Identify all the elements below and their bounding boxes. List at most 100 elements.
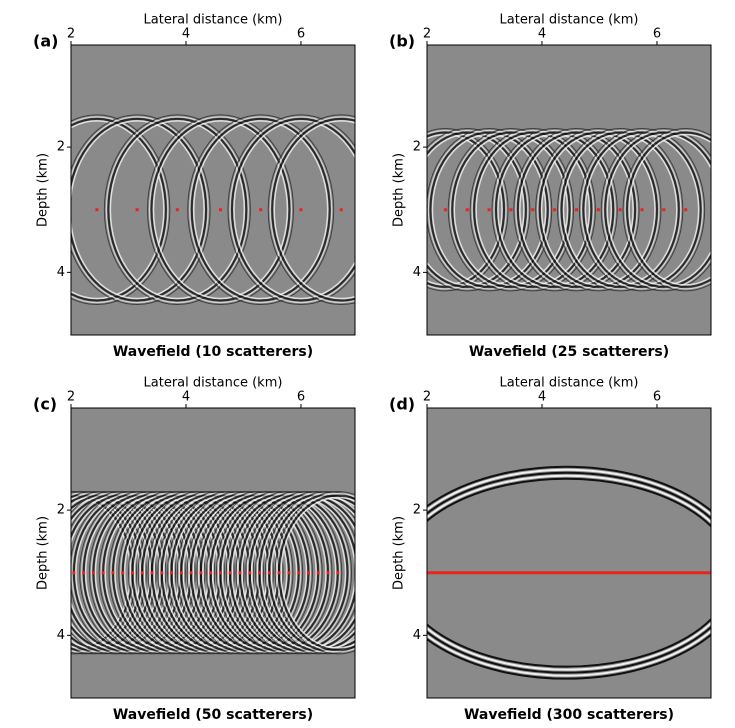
axes-frame (70, 407, 356, 699)
wave-front (513, 128, 640, 292)
wave-front (266, 492, 355, 653)
wave-front (427, 131, 506, 288)
y-tick-label: 2 (413, 140, 421, 155)
wave-front (604, 131, 711, 288)
wave-front (427, 129, 551, 290)
wave-front (453, 133, 569, 286)
wave-front (148, 116, 293, 304)
wave-front (215, 491, 343, 655)
wave-front (491, 128, 618, 292)
x-tick-label: 4 (538, 27, 546, 42)
wave-front (196, 491, 323, 655)
panel-title: Wavefield (50 scatterers) (113, 707, 313, 723)
wave-front (582, 131, 702, 288)
wave-front (535, 128, 662, 292)
scatterer (574, 208, 578, 212)
wave-front (449, 129, 573, 290)
wave-front (427, 128, 531, 292)
wave-front (118, 491, 245, 655)
wave-front (178, 492, 302, 653)
wave-front (192, 120, 329, 300)
wave-front (622, 128, 711, 292)
wave-front (427, 474, 711, 671)
scatterer (339, 208, 343, 212)
wave-front (147, 491, 274, 655)
wave-front (557, 128, 684, 292)
y-tick-label: 4 (57, 265, 65, 280)
wave-front (150, 117, 291, 302)
wave-front (208, 492, 331, 653)
wave-front (427, 465, 711, 680)
wave-front (255, 491, 355, 655)
wave-front (247, 492, 355, 653)
wave-front (71, 120, 165, 300)
wave-front (602, 129, 711, 290)
scatterer (277, 571, 281, 575)
scatterer (465, 208, 469, 212)
scatterer (259, 208, 263, 212)
y-axis-label: Depth (km) (392, 153, 407, 227)
wave-front (427, 131, 527, 288)
wave-front (427, 129, 507, 290)
wave-front (71, 491, 137, 655)
scatterer (287, 571, 291, 575)
scatterer (297, 571, 301, 575)
wave-front (71, 116, 209, 304)
panel-label: (b) (389, 32, 415, 51)
y-axis-label: Depth (km) (36, 153, 51, 227)
scatterer (199, 571, 203, 575)
x-tick-label: 4 (182, 390, 190, 405)
wave-front (273, 120, 355, 300)
wave-front (580, 129, 704, 290)
panel-title: Wavefield (300 scatterers) (464, 707, 674, 723)
wave-front (189, 116, 333, 304)
y-tick-label: 4 (413, 265, 421, 280)
y-tick-label: 2 (413, 503, 421, 518)
wave-front (157, 491, 284, 655)
wave-front (515, 129, 638, 290)
wave-front (628, 133, 711, 286)
wave-front (269, 116, 355, 304)
wave-front (71, 491, 186, 655)
wave-front (427, 471, 711, 674)
scatterer (248, 571, 252, 575)
wave-front (560, 131, 680, 288)
wave-front (280, 496, 355, 649)
x-tick-label: 2 (423, 390, 431, 405)
wave-front (276, 492, 355, 653)
scatterer (306, 571, 310, 575)
image-background (427, 408, 711, 698)
wave-front (88, 491, 216, 655)
panel-title: Wavefield (10 scatterers) (113, 344, 313, 360)
wave-front (206, 491, 333, 655)
y-axis-label: Depth (km) (392, 516, 407, 590)
wave-front (230, 117, 355, 302)
scatterer (218, 208, 222, 212)
wave-front (493, 129, 616, 290)
scatterer (443, 208, 447, 212)
wave-front (188, 492, 312, 653)
x-tick-label: 4 (182, 27, 190, 42)
scatterer (121, 571, 125, 575)
wave-front (152, 120, 289, 300)
panel-label: (c) (33, 395, 57, 414)
scatterer (299, 208, 303, 212)
x-axis-label: Lateral distance (km) (144, 13, 283, 28)
wave-front (176, 491, 304, 655)
scatterer (258, 571, 262, 575)
wave-front (600, 128, 711, 292)
scatterer (509, 208, 513, 212)
scatterer (140, 571, 144, 575)
panel-label: (d) (389, 395, 415, 414)
wave-front (447, 128, 575, 292)
wave-front (427, 128, 509, 292)
wave-front (471, 129, 595, 290)
wave-front (186, 491, 313, 655)
y-axis-label: Depth (km) (36, 516, 51, 590)
wave-front (473, 131, 593, 288)
scatterer (238, 571, 242, 575)
scatterer (640, 208, 644, 212)
wave-front (198, 492, 321, 653)
wave-front (562, 133, 678, 286)
